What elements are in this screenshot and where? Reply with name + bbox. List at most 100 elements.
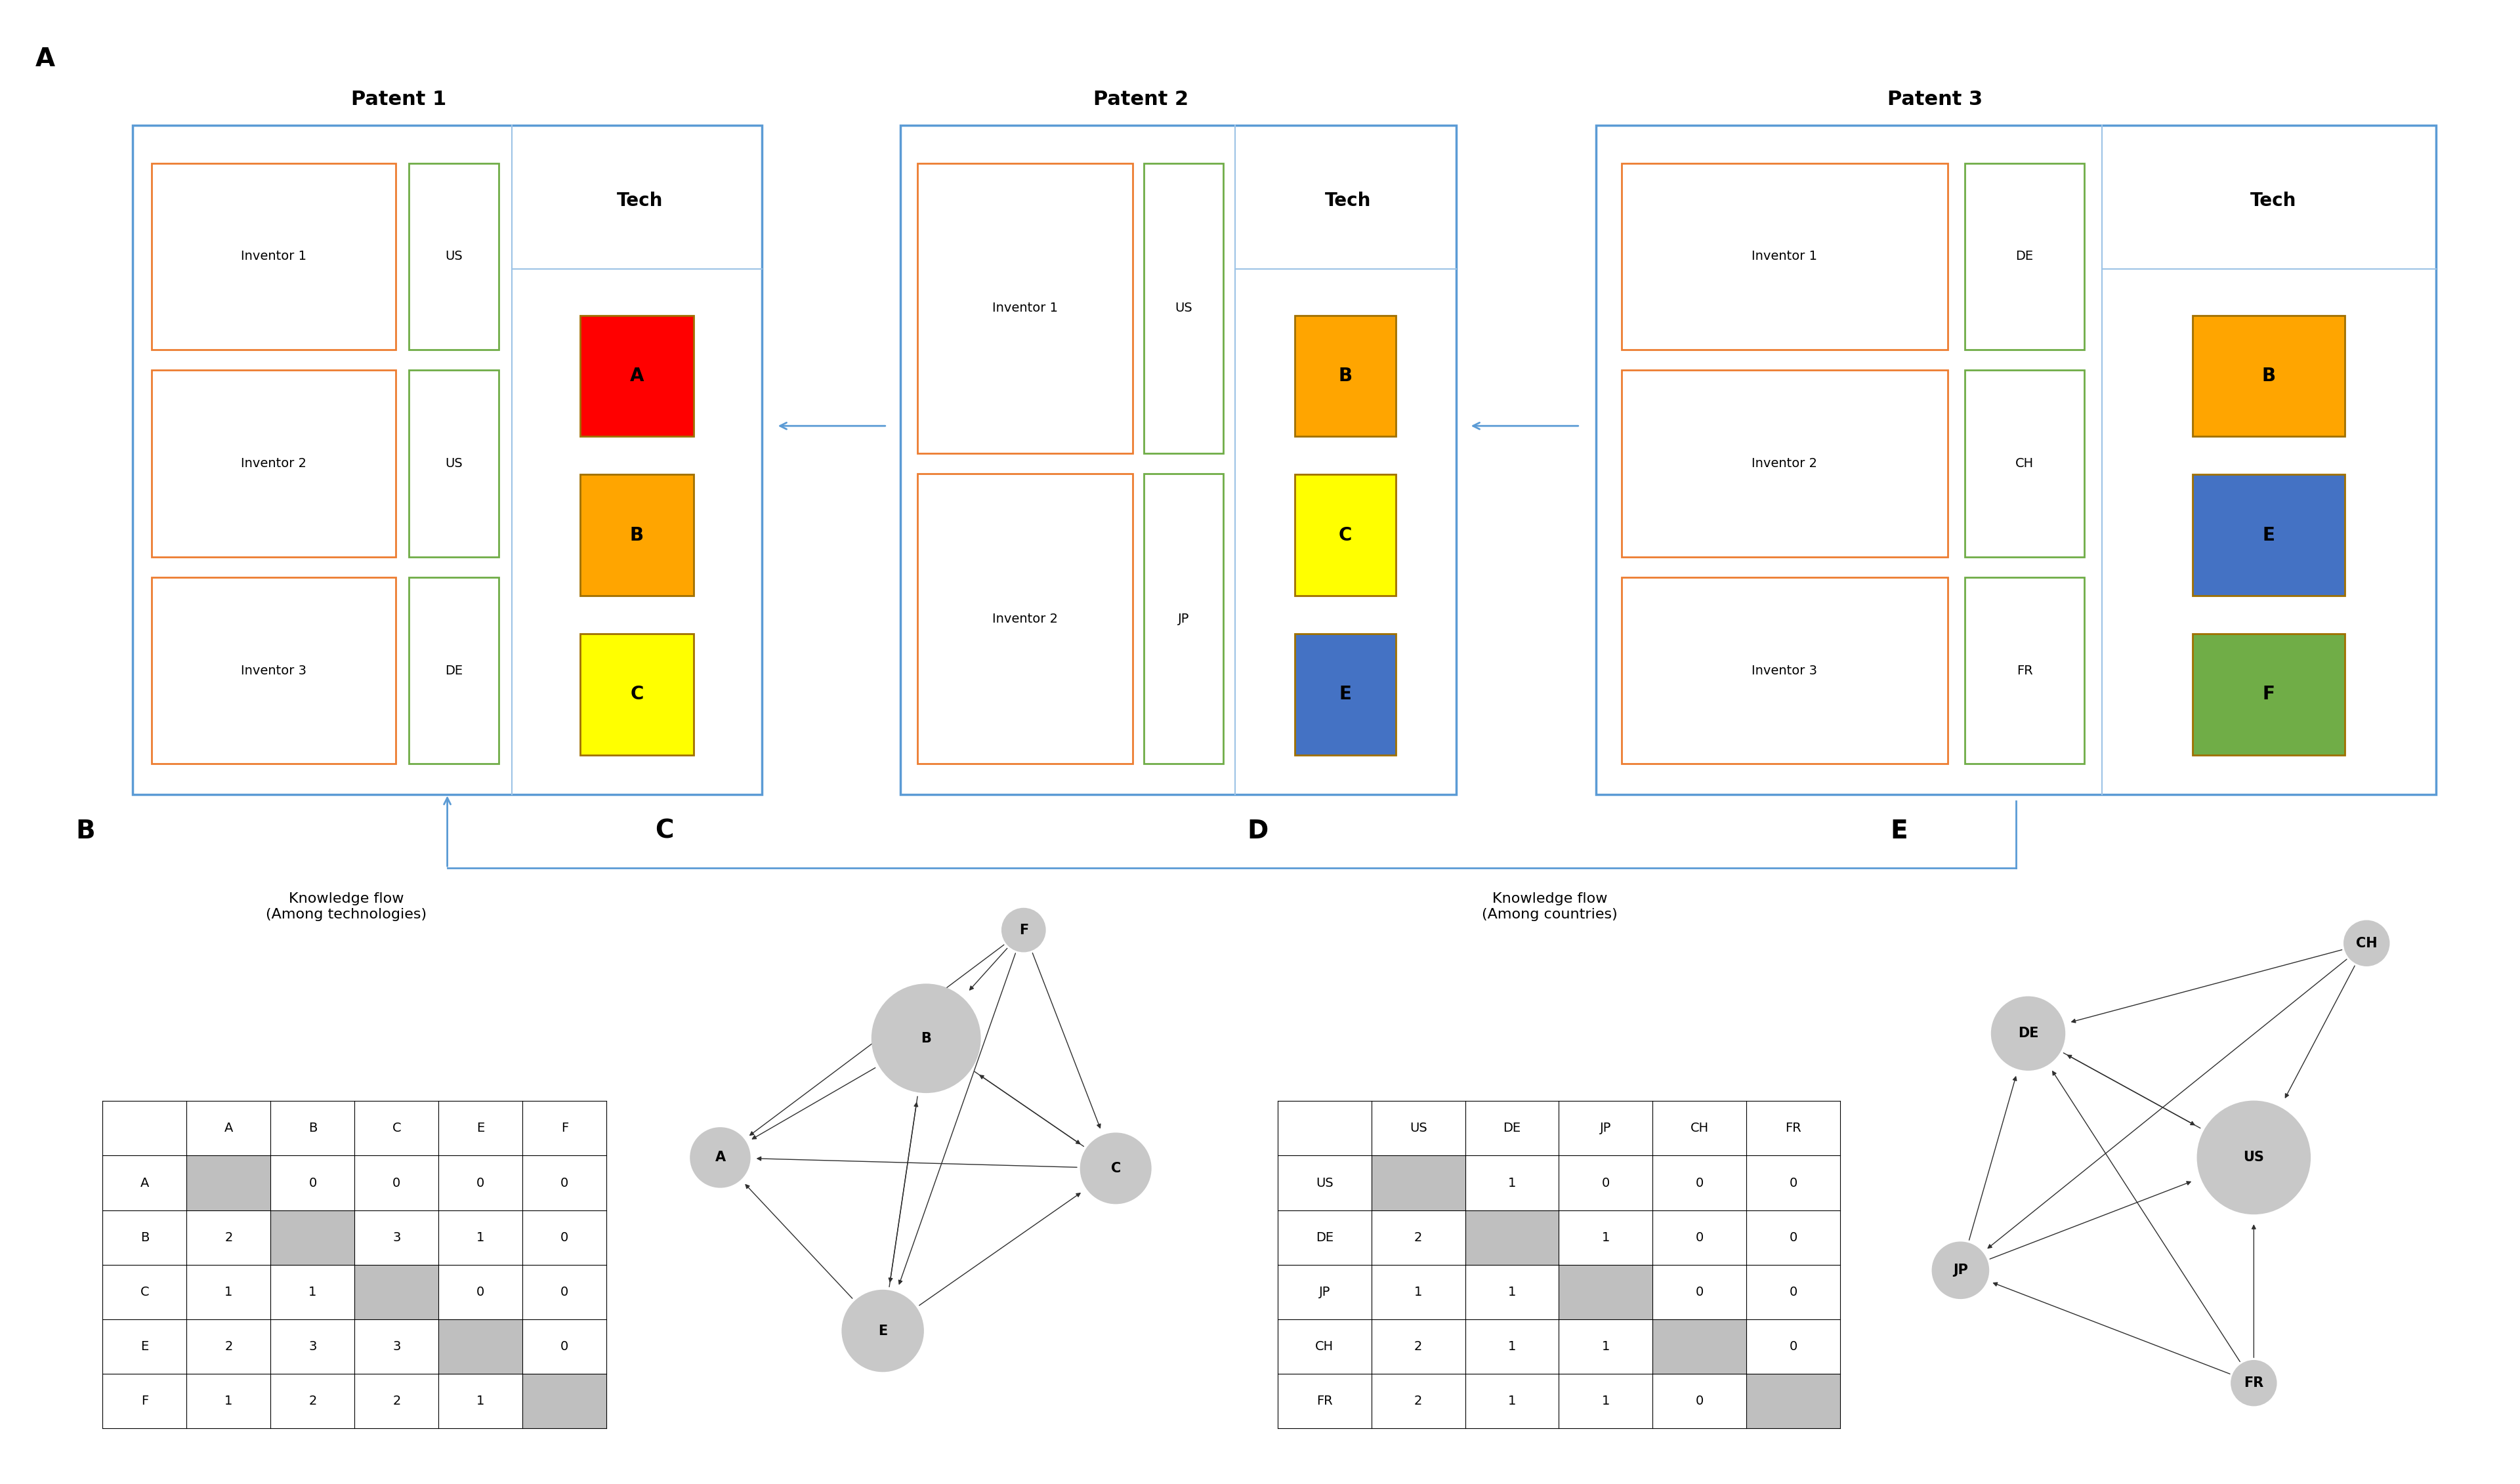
Text: 1: 1 (1603, 1395, 1610, 1407)
FancyBboxPatch shape (1623, 163, 1948, 350)
Text: 2: 2 (1414, 1232, 1421, 1244)
Text: B: B (307, 1122, 318, 1135)
Text: US: US (1174, 301, 1192, 315)
FancyBboxPatch shape (580, 315, 693, 436)
Text: F: F (1018, 923, 1028, 936)
Text: 0: 0 (307, 1177, 318, 1189)
Circle shape (2230, 1361, 2276, 1405)
Text: 2: 2 (307, 1395, 318, 1407)
Text: CH: CH (1691, 1122, 1709, 1135)
Text: US: US (1315, 1177, 1333, 1189)
FancyBboxPatch shape (1595, 126, 2437, 794)
Circle shape (872, 984, 980, 1092)
Text: CH: CH (2356, 936, 2376, 950)
Text: US: US (2243, 1152, 2265, 1163)
Text: E: E (141, 1340, 149, 1352)
Text: Inventor 1: Inventor 1 (242, 251, 307, 263)
Text: DE: DE (2016, 251, 2034, 263)
Text: 0: 0 (1696, 1285, 1704, 1298)
FancyBboxPatch shape (1623, 370, 1948, 556)
Text: 2: 2 (1414, 1395, 1421, 1407)
FancyBboxPatch shape (151, 370, 396, 556)
Text: B: B (1338, 367, 1353, 384)
FancyBboxPatch shape (1295, 634, 1396, 755)
FancyBboxPatch shape (917, 163, 1131, 453)
Circle shape (1933, 1242, 1988, 1298)
FancyBboxPatch shape (2192, 315, 2344, 436)
Text: 2: 2 (224, 1232, 232, 1244)
Text: JP: JP (1600, 1122, 1610, 1135)
Text: DE: DE (2019, 1027, 2039, 1040)
Text: A: A (716, 1152, 726, 1163)
Text: B: B (920, 1031, 932, 1045)
FancyBboxPatch shape (408, 370, 499, 556)
Text: 1: 1 (307, 1285, 318, 1298)
Bar (438, 1319, 522, 1374)
Circle shape (1991, 997, 2064, 1070)
FancyBboxPatch shape (1966, 370, 2084, 556)
Text: 0: 0 (1696, 1177, 1704, 1189)
Text: 0: 0 (1789, 1177, 1797, 1189)
Text: US: US (1409, 1122, 1426, 1135)
Text: 0: 0 (393, 1177, 401, 1189)
Text: A: A (224, 1122, 232, 1135)
Text: 1: 1 (1507, 1395, 1517, 1407)
Text: F: F (562, 1122, 570, 1135)
Text: 2: 2 (224, 1340, 232, 1352)
Text: 1: 1 (1603, 1232, 1610, 1244)
Text: 3: 3 (393, 1232, 401, 1244)
Text: 0: 0 (559, 1340, 570, 1352)
Circle shape (842, 1290, 922, 1371)
Text: Inventor 2: Inventor 2 (993, 613, 1058, 625)
Text: 0: 0 (1696, 1232, 1704, 1244)
Bar (1746, 1374, 1840, 1428)
Text: D: D (1247, 819, 1268, 843)
FancyBboxPatch shape (1144, 473, 1222, 764)
FancyBboxPatch shape (2192, 634, 2344, 755)
Text: JP: JP (1318, 1285, 1331, 1298)
Text: DE: DE (446, 665, 464, 677)
Circle shape (1081, 1134, 1152, 1204)
Text: C: C (630, 686, 643, 703)
Text: 1: 1 (476, 1395, 484, 1407)
Text: 0: 0 (1789, 1340, 1797, 1352)
FancyBboxPatch shape (151, 163, 396, 350)
Text: Tech: Tech (617, 191, 663, 209)
Text: C: C (1338, 525, 1353, 545)
Text: Inventor 3: Inventor 3 (1751, 665, 1817, 677)
Text: F: F (2263, 686, 2276, 703)
Text: A: A (630, 367, 645, 384)
FancyBboxPatch shape (580, 475, 693, 595)
Text: US: US (446, 251, 464, 263)
Text: FR: FR (1315, 1395, 1333, 1407)
Text: E: E (2263, 525, 2276, 545)
Text: B: B (76, 819, 96, 843)
Text: Patent 3: Patent 3 (1887, 91, 1983, 108)
Text: FR: FR (2016, 665, 2034, 677)
Text: Patent 2: Patent 2 (1094, 91, 1189, 108)
Text: Inventor 1: Inventor 1 (1751, 251, 1817, 263)
Text: 2: 2 (393, 1395, 401, 1407)
Text: Patent 1: Patent 1 (350, 91, 446, 108)
FancyBboxPatch shape (1966, 163, 2084, 350)
Bar (355, 1264, 438, 1319)
Text: 1: 1 (1414, 1285, 1421, 1298)
Text: 3: 3 (307, 1340, 318, 1352)
Bar (1464, 1209, 1560, 1264)
Text: 0: 0 (559, 1232, 570, 1244)
FancyBboxPatch shape (1623, 577, 1948, 764)
Text: Tech: Tech (2250, 191, 2296, 209)
Text: US: US (446, 457, 464, 469)
Text: 1: 1 (224, 1285, 232, 1298)
Text: C: C (1111, 1162, 1121, 1175)
Text: 1: 1 (1603, 1340, 1610, 1352)
Text: 2: 2 (1414, 1340, 1421, 1352)
Text: 0: 0 (1603, 1177, 1610, 1189)
Bar (270, 1209, 355, 1264)
Text: A: A (35, 47, 55, 71)
Text: B: B (2263, 367, 2276, 384)
Text: F: F (141, 1395, 149, 1407)
Text: 1: 1 (1507, 1285, 1517, 1298)
FancyBboxPatch shape (1295, 315, 1396, 436)
Circle shape (1003, 908, 1046, 951)
